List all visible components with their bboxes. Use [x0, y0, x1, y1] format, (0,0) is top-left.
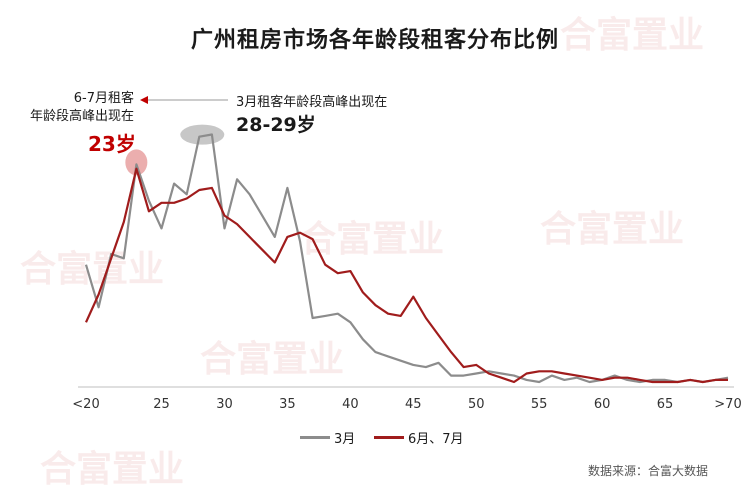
peak-highlight-6-7 — [125, 149, 148, 176]
x-tick-label: 65 — [657, 397, 674, 412]
annotation-arrow-head — [140, 96, 148, 104]
x-tick-label: 50 — [468, 397, 485, 412]
x-tick-label: 40 — [342, 397, 359, 412]
annotation-peak-6-7-line1: 6-7月租客 — [73, 91, 134, 106]
series-line-march — [84, 133, 729, 384]
legend-label-junjul: 6月、7月 — [408, 432, 464, 447]
x-tick-label: 35 — [279, 397, 296, 412]
legend-swatch-junjul — [374, 436, 404, 439]
watermark: 合富置业 — [540, 209, 685, 250]
x-tick-label: <20 — [72, 397, 99, 412]
legend-swatch-march — [300, 436, 330, 439]
x-tick-label: 30 — [216, 397, 233, 412]
annotation-peak-march-value: 28-29岁 — [236, 114, 316, 136]
annotation-peak-6-7: 6-7月租客 年龄段高峰出现在 — [16, 90, 134, 126]
x-tick-label: 60 — [594, 397, 611, 412]
chart-title: 广州租房市场各年龄段租客分布比例 — [190, 28, 559, 53]
watermark: 合富置业 — [200, 339, 345, 380]
x-tick-label: >70 — [714, 397, 741, 412]
watermark: 合富置业 — [560, 15, 705, 56]
source-note: 数据来源：合富大数据 — [587, 464, 708, 478]
annotation-peak-6-7-value: 23岁 — [88, 132, 136, 156]
legend-label-march: 3月 — [334, 432, 356, 447]
series-line-junjul — [84, 167, 728, 384]
x-tick-label: 55 — [531, 397, 548, 412]
peak-highlight-march — [180, 124, 225, 145]
x-tick-label: 25 — [153, 397, 170, 412]
annotation-peak-6-7-line2: 年龄段高峰出现在 — [29, 109, 134, 124]
watermark: 合富置业 — [40, 449, 185, 490]
x-tick-label: 45 — [405, 397, 422, 412]
annotation-peak-march: 3月租客年龄段高峰出现在 — [236, 95, 388, 110]
watermark: 合富置业 — [300, 219, 445, 260]
